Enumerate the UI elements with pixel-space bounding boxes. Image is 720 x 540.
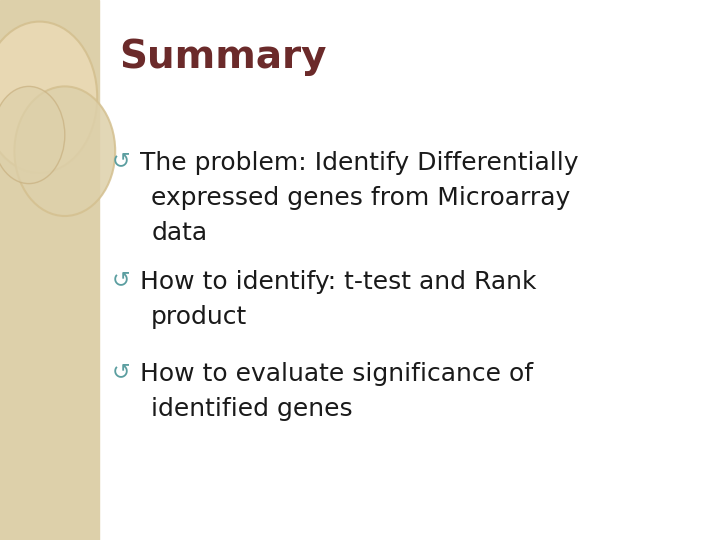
Text: product: product xyxy=(151,305,248,329)
Ellipse shape xyxy=(0,86,65,184)
Ellipse shape xyxy=(0,22,97,173)
Text: identified genes: identified genes xyxy=(151,397,353,421)
Text: How to evaluate significance of: How to evaluate significance of xyxy=(140,362,534,386)
Text: expressed genes from Microarray: expressed genes from Microarray xyxy=(151,186,570,210)
Ellipse shape xyxy=(14,86,115,216)
Text: How to identify: t-test and Rank: How to identify: t-test and Rank xyxy=(140,270,537,294)
Text: ↺: ↺ xyxy=(112,270,130,290)
Bar xyxy=(0,0,99,540)
Text: data: data xyxy=(151,221,207,245)
Text: The problem: Identify Differentially: The problem: Identify Differentially xyxy=(140,151,579,175)
Text: ↺: ↺ xyxy=(112,151,130,171)
Text: ↺: ↺ xyxy=(112,362,130,382)
Text: Summary: Summary xyxy=(119,38,326,76)
